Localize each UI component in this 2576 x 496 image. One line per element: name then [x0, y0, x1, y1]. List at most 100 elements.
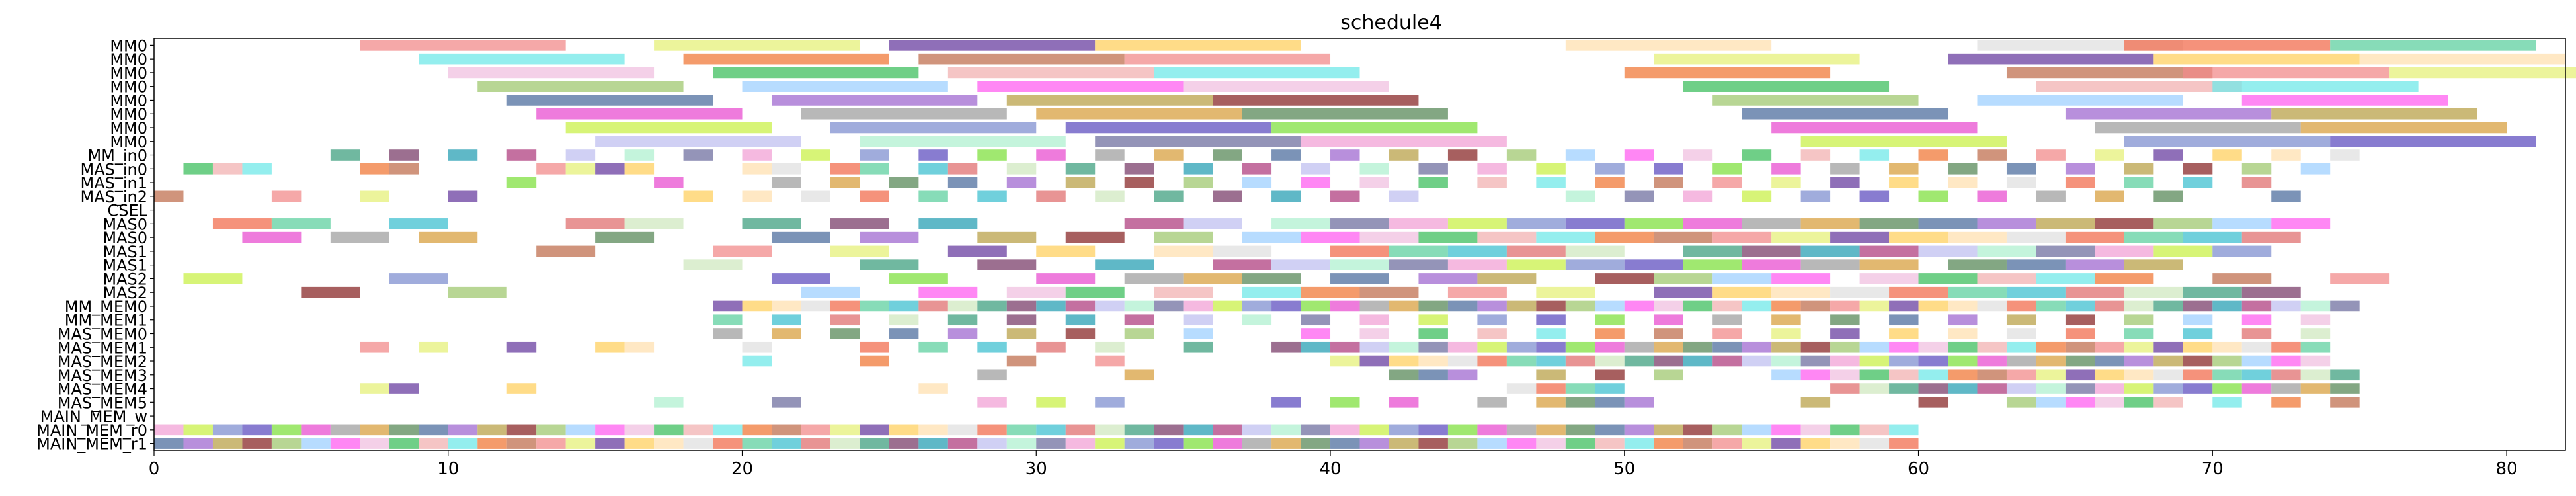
gantt-bar — [2006, 341, 2036, 353]
gantt-bar — [947, 67, 1154, 79]
gantt-bar — [1330, 397, 1360, 408]
gantt-bar — [271, 438, 302, 449]
gantt-bar — [1948, 369, 1978, 381]
gantt-bar — [1330, 190, 1360, 202]
gantt-bar — [2036, 273, 2095, 284]
gantt-bar — [1242, 108, 1448, 120]
gantt-bar — [565, 163, 596, 175]
gantt-bar — [1800, 149, 1831, 161]
gantt-bar — [1654, 355, 1683, 367]
gantt-bar — [2006, 397, 2036, 408]
y-tick-label: MAIN_MEM_w — [40, 407, 147, 426]
gantt-bar — [918, 300, 948, 312]
gantt-bar — [2006, 286, 2066, 298]
gantt-bar — [713, 438, 743, 449]
gantt-bar — [2065, 355, 2095, 367]
gantt-bar — [1565, 383, 1595, 394]
gantt-bar — [1712, 314, 1742, 326]
gantt-bar — [1918, 245, 1978, 257]
gantt-bar — [2124, 177, 2154, 188]
gantt-bar — [1654, 438, 1683, 449]
gantt-bar — [1124, 177, 1154, 188]
gantt-bar — [1213, 245, 1272, 257]
gantt-bar — [1418, 355, 1448, 367]
gantt-bar — [683, 424, 713, 436]
x-tick-label: 80 — [2496, 459, 2518, 479]
gantt-bar — [742, 149, 772, 161]
gantt-bar — [1565, 245, 1625, 257]
gantt-bar — [1830, 369, 1860, 381]
gantt-bar — [1301, 424, 1331, 436]
gantt-bar — [1977, 369, 2007, 381]
gantt-bar — [771, 424, 801, 436]
y-tick-label: MM0 — [110, 78, 147, 97]
gantt-bar — [860, 355, 889, 367]
gantt-bar — [1006, 424, 1037, 436]
gantt-bar — [1477, 314, 1507, 326]
gantt-bar — [1095, 438, 1125, 449]
gantt-bar — [624, 341, 655, 353]
gantt-bar — [2153, 300, 2183, 312]
gantt-bar — [1830, 163, 1860, 175]
gantt-bar — [2006, 177, 2036, 188]
gantt-bar — [2006, 300, 2036, 312]
gantt-bar — [1595, 341, 1625, 353]
gantt-bar — [1565, 300, 1595, 312]
gantt-bar — [183, 273, 243, 284]
gantt-bar — [1242, 300, 1272, 312]
gantt-bar — [2212, 149, 2242, 161]
gantt-bar — [1095, 424, 1125, 436]
gantt-bar — [2183, 341, 2213, 353]
gantt-bar — [2271, 300, 2301, 312]
gantt-bar — [1654, 231, 1713, 243]
gantt-bar — [2300, 163, 2331, 175]
gantt-bar — [448, 424, 478, 436]
gantt-bar — [801, 190, 830, 202]
gantt-bar — [1742, 355, 1772, 367]
gantt-bar — [1565, 190, 1595, 202]
gantt-bar — [2124, 328, 2154, 339]
gantt-bar — [242, 438, 272, 449]
gantt-bar — [1506, 259, 1566, 270]
gantt-bar — [1859, 383, 1890, 394]
gantt-bar — [742, 190, 772, 202]
gantt-bar — [801, 424, 830, 436]
gantt-bar — [1948, 300, 1978, 312]
gantt-bar — [1654, 300, 1683, 312]
gantt-bar — [1889, 424, 1919, 436]
gantt-bar — [918, 53, 1125, 65]
y-tick-label: CSEL — [107, 202, 147, 220]
gantt-bar — [1889, 355, 1919, 367]
gantt-bar — [2183, 300, 2213, 312]
gantt-bar — [2006, 328, 2036, 339]
gantt-bar — [1389, 245, 1448, 257]
x-tick-label: 40 — [1319, 459, 1341, 479]
gantt-bar — [1712, 163, 1742, 175]
gantt-bar — [1359, 341, 1389, 353]
gantt-bar — [1006, 314, 1037, 326]
y-tick-label: MM0 — [110, 50, 147, 69]
gantt-bar — [271, 218, 331, 229]
gantt-bar — [360, 163, 389, 175]
gantt-bar — [2330, 40, 2536, 51]
gantt-bar — [1418, 314, 1448, 326]
gantt-bar — [1242, 163, 1272, 175]
gantt-bar — [918, 218, 978, 229]
gantt-bar — [1889, 369, 1919, 381]
gantt-bar — [1359, 231, 1419, 243]
gantt-bar — [389, 218, 448, 229]
gantt-bar — [2095, 369, 2124, 381]
gantt-bar — [1242, 314, 1272, 326]
gantt-bar — [977, 369, 1007, 381]
gantt-bar — [1506, 149, 1537, 161]
gantt-bar — [1859, 438, 1890, 449]
gantt-bar — [1859, 273, 1919, 284]
gantt-bar — [1154, 438, 1184, 449]
gantt-bar — [801, 149, 830, 161]
x-tick-label: 10 — [437, 459, 459, 479]
gantt-bar — [1889, 383, 1919, 394]
gantt-bar — [742, 341, 772, 353]
gantt-bar — [713, 300, 743, 312]
gantt-bar — [2153, 383, 2183, 394]
gantt-bar — [1006, 163, 1037, 175]
